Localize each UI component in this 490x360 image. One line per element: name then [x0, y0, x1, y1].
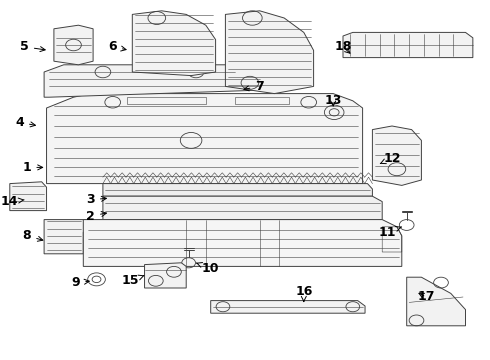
Text: 9: 9: [72, 276, 89, 289]
Text: 13: 13: [324, 94, 342, 107]
Text: 3: 3: [86, 193, 106, 206]
Polygon shape: [10, 182, 47, 211]
Text: 11: 11: [378, 226, 401, 239]
Polygon shape: [47, 94, 363, 184]
Polygon shape: [103, 184, 372, 196]
Polygon shape: [211, 301, 365, 313]
Text: 4: 4: [15, 116, 35, 129]
Text: 10: 10: [196, 262, 220, 275]
Text: 2: 2: [86, 210, 106, 222]
Text: 16: 16: [295, 285, 313, 301]
Text: 17: 17: [417, 291, 435, 303]
Text: 6: 6: [108, 40, 126, 53]
Text: 12: 12: [380, 152, 401, 165]
Text: 15: 15: [121, 274, 144, 287]
Polygon shape: [44, 65, 265, 97]
Polygon shape: [145, 263, 186, 288]
Text: 7: 7: [244, 80, 264, 93]
Polygon shape: [407, 277, 466, 326]
Text: 14: 14: [1, 195, 24, 208]
Text: 8: 8: [23, 229, 43, 242]
Polygon shape: [54, 25, 93, 65]
Polygon shape: [372, 126, 421, 185]
Polygon shape: [343, 32, 473, 58]
Polygon shape: [225, 11, 314, 94]
Text: 1: 1: [23, 161, 43, 174]
Text: 5: 5: [20, 40, 45, 53]
Polygon shape: [103, 196, 382, 220]
Polygon shape: [132, 11, 216, 76]
Text: 18: 18: [334, 40, 352, 53]
Polygon shape: [83, 220, 402, 266]
Polygon shape: [44, 220, 103, 254]
